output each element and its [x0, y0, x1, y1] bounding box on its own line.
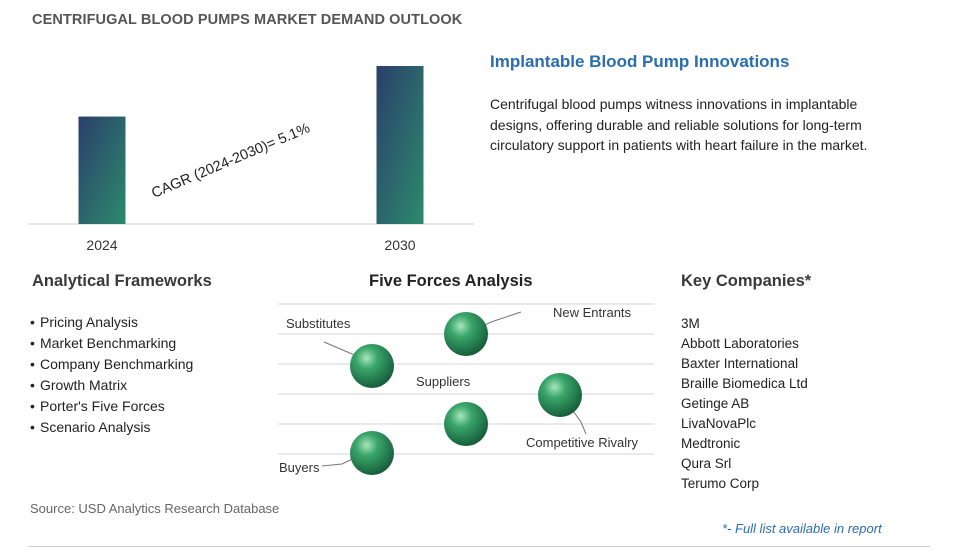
list-item: 3M — [681, 316, 700, 331]
substitutes-sphere — [350, 344, 394, 388]
competitive-rivalry-sphere — [538, 373, 582, 417]
description: Centrifugal blood pumps witness innovati… — [490, 96, 868, 153]
x-tick-label: 2024 — [86, 237, 117, 253]
substitutes-label: Substitutes — [286, 316, 351, 331]
list-item: Abbott Laboratories — [681, 336, 799, 351]
list-item: Terumo Corp — [681, 476, 760, 491]
list-item: Market Benchmarking — [40, 333, 193, 354]
headline: Implantable Blood Pump Innovations — [490, 52, 790, 71]
companies-list: 3M Abbott Laboratories Baxter Internatio… — [681, 314, 808, 494]
bar-2030 — [376, 66, 424, 224]
list-item: Scenario Analysis — [40, 417, 193, 438]
buyers-label: Buyers — [279, 460, 320, 475]
list-item: Getinge AB — [681, 396, 750, 411]
list-item: Medtronic — [681, 436, 741, 451]
list-item: Pricing Analysis — [40, 312, 193, 333]
suppliers-label: Suppliers — [416, 374, 471, 389]
companies-heading: Key Companies* — [681, 272, 812, 290]
list-item: LivaNovaPlc — [681, 416, 757, 431]
list-item: Qura Srl — [681, 456, 732, 471]
bar-chart: 2024 2030 CAGR (2024-2030)= 5.1% — [28, 66, 474, 253]
new-entrants-label: New Entrants — [553, 305, 632, 320]
footnote: *- Full list available in report — [722, 521, 882, 536]
source-note: Source: USD Analytics Research Database — [30, 501, 280, 516]
frameworks-heading: Analytical Frameworks — [32, 272, 212, 290]
buyers-sphere — [350, 431, 394, 475]
bar-2024 — [78, 116, 126, 224]
list-item: Baxter International — [681, 356, 799, 371]
list-item: Company Benchmarking — [40, 354, 193, 375]
competitive-rivalry-label: Competitive Rivalry — [526, 435, 638, 450]
five-forces-diagram: Substitutes New Entrants Suppliers Compe… — [278, 303, 654, 475]
bottom-divider — [28, 546, 930, 547]
x-tick-label: 2030 — [384, 237, 415, 253]
new-entrants-sphere — [444, 312, 488, 356]
list-item: Growth Matrix — [40, 375, 193, 396]
list-item: Porter's Five Forces — [40, 396, 193, 417]
cagr-annotation: CAGR (2024-2030)= 5.1% — [149, 120, 312, 201]
list-item: Braille Biomedica Ltd — [681, 376, 808, 391]
five-forces-heading: Five Forces Analysis — [369, 272, 533, 290]
frameworks-list: Pricing Analysis Market Benchmarking Com… — [40, 312, 193, 438]
suppliers-sphere — [444, 402, 488, 446]
page-title: CENTRIFUGAL BLOOD PUMPS MARKET DEMAND OU… — [32, 12, 463, 28]
